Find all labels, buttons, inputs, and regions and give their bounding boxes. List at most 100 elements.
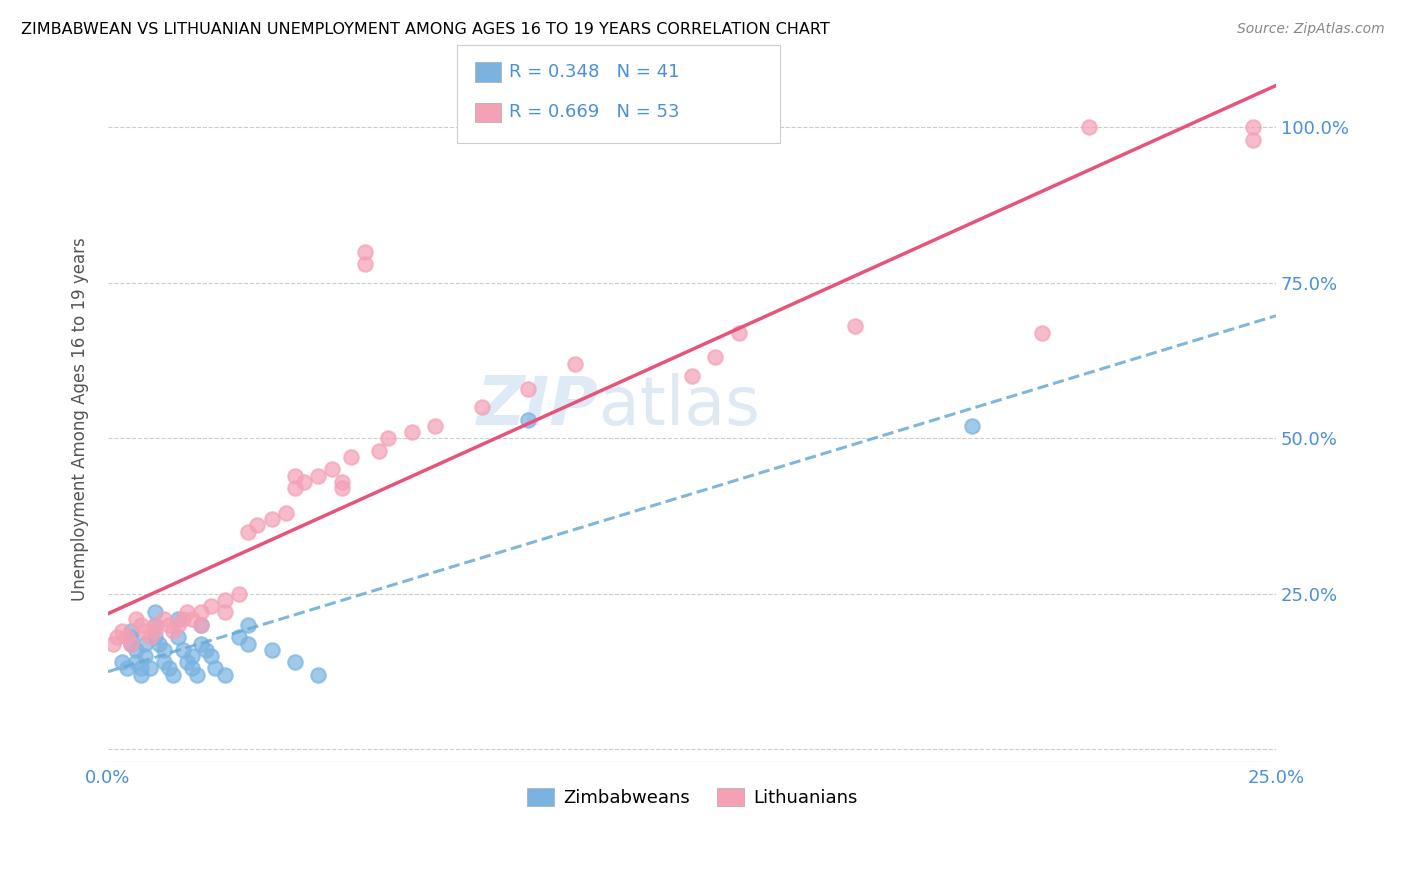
Point [143,618,166,632]
Point [111,655,134,669]
Point [129,618,152,632]
Point [143,631,166,645]
Point [181,612,204,626]
Point [167,612,190,626]
Point [292,475,315,489]
Point [307,667,329,681]
Point [236,618,259,632]
Point [274,506,297,520]
Point [340,450,363,464]
Text: atlas: atlas [599,373,759,439]
Point [134,624,156,639]
Point [139,661,162,675]
Point [148,636,170,650]
Point [134,648,156,663]
Point [354,257,377,271]
Point [236,636,259,650]
Point [120,624,142,639]
Text: R = 0.348   N = 41: R = 0.348 N = 41 [509,63,679,81]
Point [186,667,208,681]
Point [190,636,212,650]
Point [143,618,166,632]
Point [101,636,124,650]
Point [125,655,148,669]
Point [260,512,283,526]
Point [423,418,446,433]
Point [260,642,283,657]
Point [143,624,166,639]
Point [214,606,236,620]
Point [368,443,391,458]
Point [181,648,204,663]
Point [517,382,540,396]
Point [172,642,194,657]
Point [125,642,148,657]
Point [704,351,727,365]
Point [564,357,586,371]
Point [167,618,190,632]
Point [153,612,176,626]
Point [143,606,166,620]
Point [200,648,222,663]
Point [401,425,423,439]
Point [236,524,259,539]
Point [844,319,866,334]
Point [139,631,162,645]
Point [111,624,134,639]
Point [162,624,184,639]
Point [214,667,236,681]
Point [115,661,138,675]
Text: Source: ZipAtlas.com: Source: ZipAtlas.com [1237,22,1385,37]
Point [195,642,218,657]
Point [1241,120,1264,135]
Point [1078,120,1101,135]
Point [962,418,984,433]
Point [125,612,148,626]
Point [1031,326,1053,340]
Point [284,468,307,483]
Point [172,612,194,626]
Point [120,631,142,645]
Point [200,599,222,614]
Point [377,431,399,445]
Point [321,462,343,476]
Point [284,481,307,495]
Point [228,631,250,645]
Point [115,631,138,645]
Point [105,631,128,645]
Text: ZIP: ZIP [477,373,599,439]
Text: R = 0.669   N = 53: R = 0.669 N = 53 [509,103,679,121]
Y-axis label: Unemployment Among Ages 16 to 19 years: Unemployment Among Ages 16 to 19 years [72,238,89,601]
Point [246,518,269,533]
Point [129,661,152,675]
Point [190,618,212,632]
Point [134,636,156,650]
Point [727,326,749,340]
Point [330,475,353,489]
Point [181,661,204,675]
Point [190,618,212,632]
Point [471,400,494,414]
Point [157,618,180,632]
Point [307,468,329,483]
Point [176,606,198,620]
Point [204,661,226,675]
Point [1241,133,1264,147]
Point [153,655,176,669]
Point [120,636,142,650]
Point [228,587,250,601]
Point [153,642,176,657]
Point [162,667,184,681]
Point [190,606,212,620]
Point [517,412,540,426]
Point [284,655,307,669]
Point [176,655,198,669]
Point [120,636,142,650]
Point [129,667,152,681]
Point [354,244,377,259]
Legend: Zimbabweans, Lithuanians: Zimbabweans, Lithuanians [520,780,865,814]
Text: ZIMBABWEAN VS LITHUANIAN UNEMPLOYMENT AMONG AGES 16 TO 19 YEARS CORRELATION CHAR: ZIMBABWEAN VS LITHUANIAN UNEMPLOYMENT AM… [21,22,830,37]
Point [330,481,353,495]
Point [167,631,190,645]
Point [214,593,236,607]
